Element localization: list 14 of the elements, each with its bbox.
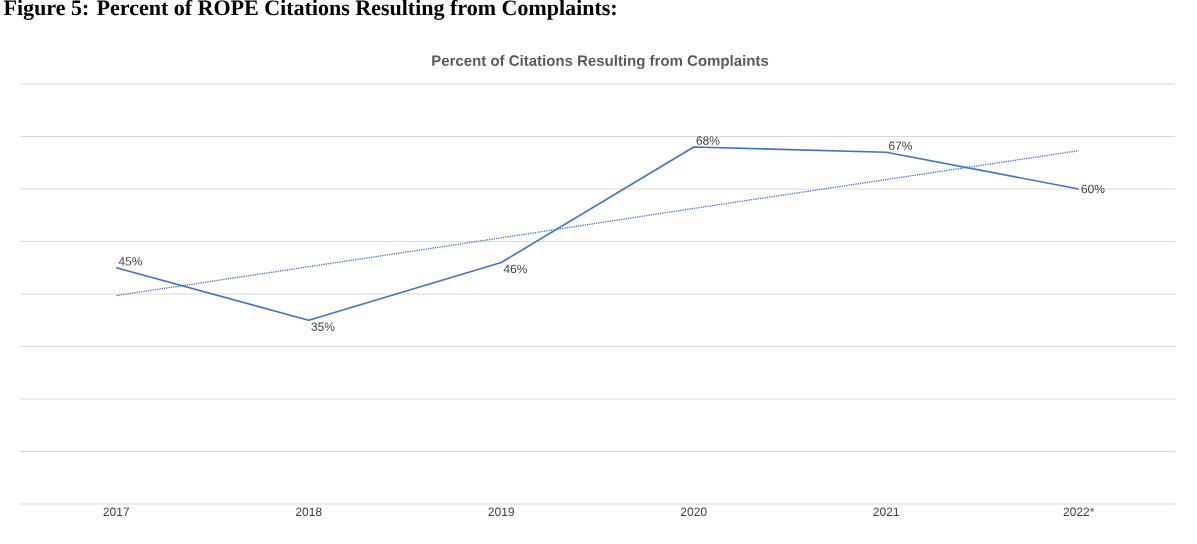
x-tick-label: 2021 (873, 507, 899, 517)
data-label: 46% (503, 264, 528, 274)
data-label: 45% (118, 257, 143, 266)
x-tick-label: 2017 (103, 507, 129, 517)
data-label: 35% (311, 322, 335, 331)
x-tick-label: 2020 (680, 507, 707, 517)
chart-title: Figure 5: Percent of ROPE Citations Resulting from Complaints: (3, 0, 616, 20)
x-tick-label: 2018 (295, 507, 322, 517)
data-label: 67% (889, 141, 912, 151)
data-label: 68% (696, 136, 720, 145)
x-tick-label: 2019 (488, 507, 514, 517)
data-label: 60% (1081, 184, 1105, 194)
x-tick-label: 2022* (1063, 507, 1095, 517)
chart-subtitle: Percent of Citations Resulting from Complaints (432, 54, 769, 70)
